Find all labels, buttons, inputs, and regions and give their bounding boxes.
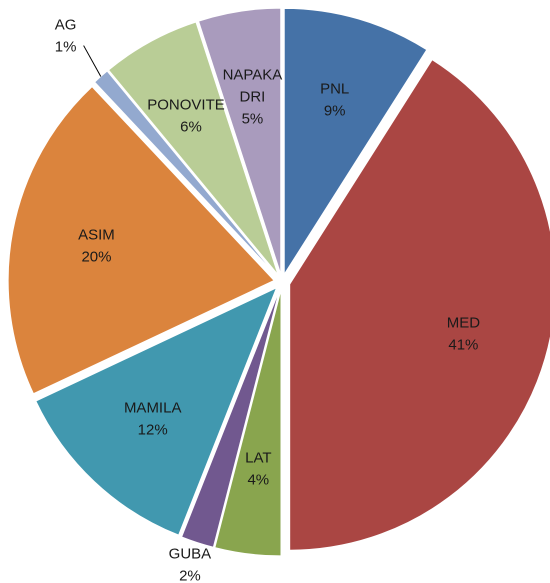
slice-value: 1% xyxy=(55,39,77,56)
pie-slice xyxy=(197,7,282,275)
slice-label: ASIM xyxy=(78,227,115,244)
slice-value: 12% xyxy=(138,422,168,439)
slice-label: GUBA xyxy=(169,545,212,562)
pie-slice xyxy=(180,289,281,548)
slice-value: 4% xyxy=(247,471,269,488)
pie-slice xyxy=(289,58,550,551)
slice-label: NAPAKA DRI xyxy=(223,66,283,105)
slice-label: PNL xyxy=(320,81,349,98)
slice-value: 20% xyxy=(81,249,111,266)
pie-slice xyxy=(35,286,278,536)
slice-value: 9% xyxy=(324,103,346,120)
slice-label: LAT xyxy=(245,449,271,466)
slice-value: 2% xyxy=(179,567,201,583)
pie-slice xyxy=(214,289,282,557)
slice-label: MAMILA xyxy=(124,400,182,417)
slice-value: 6% xyxy=(180,118,202,135)
pie-slice xyxy=(107,21,279,276)
slice-label: AG xyxy=(55,17,77,34)
pie-slice xyxy=(93,70,278,277)
slice-value: 5% xyxy=(242,110,264,127)
leader-line xyxy=(83,45,102,77)
slice-value: 41% xyxy=(448,337,478,354)
slice-label: PONOVITEV xyxy=(147,96,235,113)
pie-slice xyxy=(283,7,428,277)
pie-slice xyxy=(7,85,275,395)
slice-label: MED xyxy=(447,315,481,332)
